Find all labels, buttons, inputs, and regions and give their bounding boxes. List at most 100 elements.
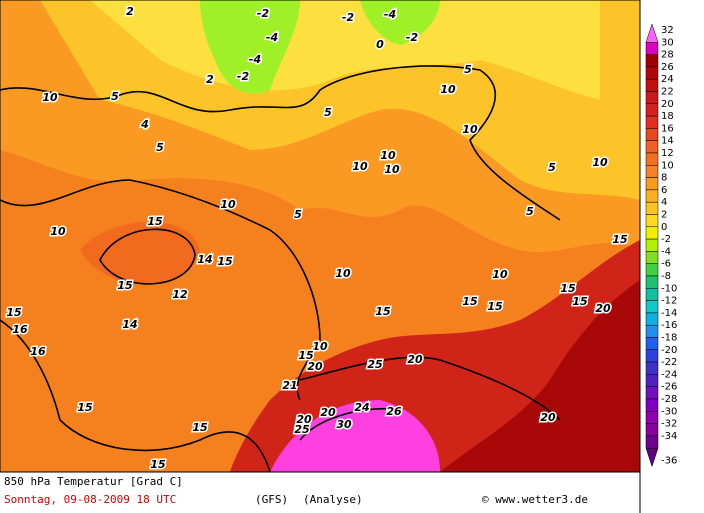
- scale-label: -12: [661, 296, 677, 307]
- scale-label: 16: [661, 123, 674, 134]
- credit: © www.wetter3.de: [482, 493, 588, 506]
- scale-swatch: [645, 177, 659, 191]
- contour-label: -2: [237, 70, 250, 83]
- contour-label: 10: [384, 163, 400, 176]
- scale-label: 18: [661, 111, 674, 122]
- run: (Analyse): [303, 493, 363, 506]
- contour-label: 15: [147, 215, 163, 228]
- contour-label: 15: [77, 401, 93, 414]
- contour-label: 15: [572, 295, 588, 308]
- scale-swatch: [645, 349, 659, 363]
- scale-label: -22: [661, 357, 677, 368]
- contour-label: 15: [192, 421, 208, 434]
- scale-swatch: [645, 140, 659, 154]
- map-date: Sonntag, 09-08-2009 18 UTC: [4, 493, 176, 506]
- contour-label: 0: [376, 38, 384, 51]
- scale-swatch: [645, 128, 659, 141]
- scale-swatch: [645, 398, 659, 412]
- scale-swatch: [645, 115, 659, 129]
- scale-label: 26: [661, 62, 674, 73]
- scale-label: -4: [661, 246, 671, 257]
- scale-swatch: [645, 447, 659, 468]
- scale-swatch: [645, 288, 659, 301]
- scale-swatch: [645, 152, 659, 166]
- contour-label: 15: [560, 282, 576, 295]
- scale-swatch: [645, 189, 659, 203]
- contour-label: 5: [111, 90, 119, 103]
- contour-label: 15: [487, 300, 503, 313]
- contour-label: 15: [117, 279, 133, 292]
- contour-label: 10: [380, 149, 396, 162]
- contour-label: 15: [298, 349, 314, 362]
- scale-label: -14: [661, 308, 677, 319]
- scale-swatch: [645, 411, 659, 424]
- contour-label: -4: [384, 8, 396, 21]
- contour-label: 12: [172, 288, 188, 301]
- color-scale: 32302826242220181614121086420-2-4-6-8-10…: [645, 23, 677, 468]
- scale-swatch: [645, 386, 659, 400]
- scale-swatch: [645, 275, 659, 289]
- scale-label: 32: [661, 25, 674, 36]
- model: (GFS): [255, 493, 288, 506]
- contour-label: 10: [42, 91, 58, 104]
- scale-label: -16: [661, 320, 677, 331]
- scale-swatch: [645, 54, 659, 68]
- scale-label: -24: [661, 369, 677, 380]
- contour-label: 15: [150, 458, 166, 471]
- contour-label: 5: [526, 205, 534, 218]
- contour-label: 2: [206, 73, 214, 86]
- scale-swatch: [645, 78, 659, 92]
- scale-label: -8: [661, 271, 671, 282]
- scale-label: 4: [661, 197, 667, 208]
- scale-swatch: [645, 238, 659, 252]
- contour-label: -4: [249, 53, 261, 66]
- scale-swatch: [645, 91, 659, 105]
- contour-label: 5: [294, 208, 302, 221]
- scale-label: -6: [661, 259, 671, 270]
- scale-swatch: [645, 165, 659, 178]
- contour-label: 20: [407, 353, 423, 366]
- scale-label: 8: [661, 173, 667, 184]
- scale-swatch: [645, 66, 659, 80]
- scale-label: -10: [661, 283, 677, 294]
- scale-label: 10: [661, 160, 674, 171]
- scale-swatch: [645, 214, 659, 228]
- scale-label: 14: [661, 136, 674, 147]
- scale-label: 22: [661, 87, 674, 98]
- contour-label: 25: [294, 423, 310, 436]
- contour-label: 15: [217, 255, 233, 268]
- scale-swatch: [645, 201, 659, 215]
- scale-swatch: [645, 423, 659, 437]
- contour-label: 25: [367, 358, 383, 371]
- contour-label: 2: [126, 5, 134, 18]
- contour-label: 15: [462, 295, 478, 308]
- scale-swatch: [645, 251, 659, 264]
- scale-swatch: [645, 226, 659, 240]
- scale-label: 28: [661, 50, 674, 61]
- contour-label: 4: [140, 118, 149, 131]
- scale-label: 24: [661, 74, 674, 85]
- scale-label: -18: [661, 333, 677, 344]
- scale-swatch: [645, 103, 659, 117]
- scale-label: -30: [661, 406, 677, 417]
- scale-label: 0: [661, 222, 667, 233]
- contour-label: 24: [354, 401, 369, 414]
- scale-swatch: [645, 374, 659, 387]
- scale-label: 2: [661, 210, 667, 221]
- contour-label: 15: [6, 306, 22, 319]
- contour-label: 10: [312, 340, 328, 353]
- contour-label: 16: [12, 323, 28, 336]
- contour-label: 21: [282, 379, 297, 392]
- contour-label: 5: [548, 161, 556, 174]
- scale-swatch: [645, 361, 659, 375]
- scale-label: -36: [661, 456, 677, 467]
- scale-label: -2: [661, 234, 671, 245]
- contour-label: 26: [386, 405, 402, 418]
- scale-swatch: [645, 337, 659, 351]
- contour-label: 20: [307, 360, 323, 373]
- contour-label: 5: [464, 63, 472, 76]
- contour-label: 10: [462, 123, 478, 136]
- contour-label: 10: [592, 156, 608, 169]
